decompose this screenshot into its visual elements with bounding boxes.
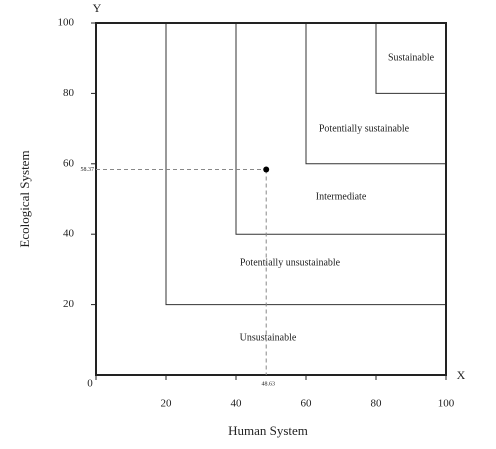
y-tick-label: 80 bbox=[63, 87, 75, 99]
x-tick-label: 0 bbox=[87, 378, 93, 390]
zone-label: Potentially unsustainable bbox=[240, 257, 341, 268]
zone-boundary bbox=[165, 23, 446, 306]
x-value-label: 48.63 bbox=[261, 381, 275, 387]
x-axis-title: Human System bbox=[228, 423, 308, 438]
zone-boundary bbox=[235, 23, 446, 235]
plot-frame bbox=[95, 22, 447, 376]
zone-boundary bbox=[305, 23, 446, 165]
y-tick-label: 20 bbox=[63, 298, 75, 310]
zone-label: Potentially sustainable bbox=[319, 123, 410, 134]
y-tick-label: 60 bbox=[63, 157, 75, 169]
zone-label: Unsustainable bbox=[240, 332, 297, 343]
y-axis-letter: Y bbox=[93, 1, 102, 15]
y-axis-title: Ecological System bbox=[17, 150, 32, 247]
x-tick-label: 100 bbox=[438, 398, 455, 410]
x-tick-label: 80 bbox=[371, 398, 383, 410]
zone-boundary bbox=[375, 23, 446, 94]
x-axis-letter: X bbox=[457, 368, 466, 382]
zone-label: Intermediate bbox=[316, 191, 367, 202]
x-tick-label: 60 bbox=[301, 398, 313, 410]
data-point bbox=[263, 166, 270, 173]
zone-label: Sustainable bbox=[388, 52, 435, 63]
x-tick-label: 40 bbox=[231, 398, 243, 410]
x-tick-label: 20 bbox=[161, 398, 173, 410]
y-tick-label: 100 bbox=[58, 17, 75, 29]
y-value-label: 58.37 bbox=[81, 167, 95, 173]
y-tick-label: 40 bbox=[63, 228, 75, 240]
